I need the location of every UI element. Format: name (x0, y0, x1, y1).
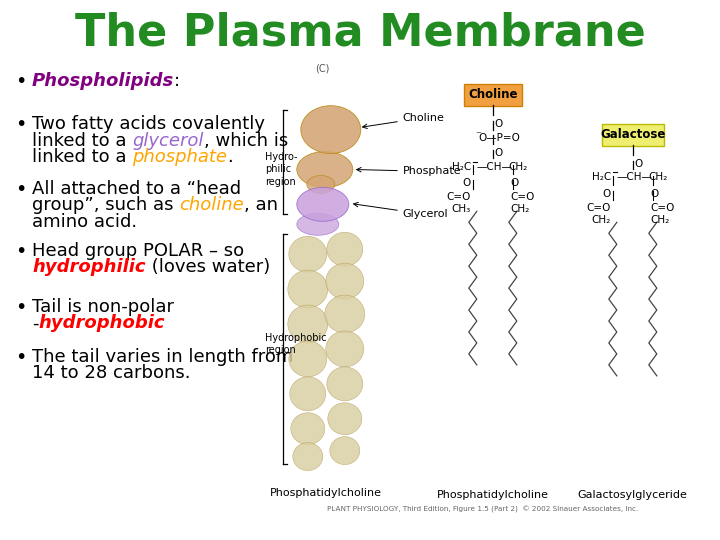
Text: •: • (15, 242, 27, 261)
Text: Phosphate: Phosphate (356, 166, 462, 177)
Text: Choline: Choline (363, 113, 445, 129)
Text: CH₂: CH₂ (510, 204, 530, 214)
Text: choline: choline (179, 197, 244, 214)
Ellipse shape (301, 106, 361, 153)
Text: , which is: , which is (204, 132, 288, 150)
Text: C=O: C=O (586, 204, 611, 213)
Text: The Plasma Membrane: The Plasma Membrane (75, 12, 645, 55)
Ellipse shape (325, 331, 364, 367)
Ellipse shape (307, 176, 335, 193)
Ellipse shape (291, 413, 325, 444)
Text: CH₃: CH₃ (451, 204, 471, 214)
Text: C=O: C=O (651, 204, 675, 213)
Text: Choline: Choline (468, 88, 518, 101)
Text: CH₂: CH₂ (509, 161, 528, 172)
Text: Two fatty acids covalently: Two fatty acids covalently (32, 115, 265, 133)
Text: linked to a: linked to a (32, 148, 132, 166)
Text: hydrophilic: hydrophilic (32, 259, 145, 276)
Ellipse shape (288, 305, 328, 343)
Text: •: • (15, 72, 27, 91)
Text: 14 to 28 carbons.: 14 to 28 carbons. (32, 364, 191, 382)
Ellipse shape (293, 443, 323, 470)
Text: CH₂: CH₂ (592, 215, 611, 225)
Text: O: O (495, 147, 503, 158)
Text: -: - (32, 314, 38, 333)
Ellipse shape (288, 270, 328, 308)
Text: Galactosylglyceride: Galactosylglyceride (578, 490, 688, 501)
Text: •: • (15, 298, 27, 317)
Text: Tail is non-polar: Tail is non-polar (32, 298, 174, 316)
Ellipse shape (325, 263, 364, 299)
Text: C=O: C=O (446, 192, 471, 202)
Ellipse shape (297, 213, 339, 235)
Text: C=O: C=O (510, 192, 535, 202)
Ellipse shape (297, 187, 348, 221)
Text: O—P=O: O—P=O (479, 133, 521, 143)
Ellipse shape (327, 232, 363, 266)
Text: phosphate: phosphate (132, 148, 228, 166)
Text: O: O (651, 190, 659, 199)
Ellipse shape (328, 403, 362, 435)
Text: H₂C: H₂C (592, 172, 611, 183)
Ellipse shape (289, 341, 327, 377)
Text: :: : (174, 72, 181, 90)
Text: O: O (510, 178, 519, 188)
Text: Phosphatidylcholine: Phosphatidylcholine (437, 490, 549, 501)
Text: , an: , an (244, 197, 278, 214)
Text: Hydro-
philic
region: Hydro- philic region (265, 152, 297, 187)
Text: O: O (495, 119, 503, 129)
Ellipse shape (327, 367, 363, 401)
Text: Phosphatidylcholine: Phosphatidylcholine (270, 489, 382, 498)
Text: Phospholipids: Phospholipids (32, 72, 174, 90)
Text: H₂C: H₂C (451, 161, 471, 172)
Text: glycerol: glycerol (132, 132, 204, 150)
Text: Hydrophobic
region: Hydrophobic region (265, 333, 326, 355)
Text: •: • (15, 180, 27, 199)
Text: amino acid.: amino acid. (32, 213, 137, 231)
Text: The tail varies in length from: The tail varies in length from (32, 348, 293, 366)
Text: O: O (462, 178, 471, 188)
Text: •: • (15, 115, 27, 134)
Text: Glycerol: Glycerol (354, 202, 449, 219)
Text: O: O (635, 159, 643, 168)
Text: group”, such as: group”, such as (32, 197, 179, 214)
Text: .: . (228, 148, 233, 166)
Text: (loves water): (loves water) (145, 259, 270, 276)
Ellipse shape (325, 295, 365, 333)
Text: •: • (15, 348, 27, 367)
Ellipse shape (289, 377, 325, 411)
FancyBboxPatch shape (464, 84, 522, 106)
Text: linked to a: linked to a (32, 132, 132, 150)
Ellipse shape (289, 237, 327, 272)
Text: PLANT PHYSIOLOGY, Third Edition, Figure 1.5 (Part 2)  © 2002 Sinauer Associates,: PLANT PHYSIOLOGY, Third Edition, Figure … (327, 506, 639, 514)
Text: ⁻: ⁻ (474, 131, 481, 140)
Text: Head group POLAR – so: Head group POLAR – so (32, 242, 244, 260)
Text: hydrophobic: hydrophobic (38, 314, 165, 333)
Text: —CH—: —CH— (477, 161, 513, 172)
Ellipse shape (330, 437, 360, 464)
Text: (C): (C) (315, 64, 329, 74)
Text: O: O (603, 190, 611, 199)
Text: CH₂: CH₂ (651, 215, 670, 225)
Ellipse shape (297, 152, 353, 187)
Text: All attached to a “head: All attached to a “head (32, 180, 241, 198)
Text: —CH—: —CH— (617, 172, 652, 183)
Text: CH₂: CH₂ (649, 172, 668, 183)
Text: Galactose: Galactose (600, 128, 665, 141)
FancyBboxPatch shape (602, 124, 664, 146)
